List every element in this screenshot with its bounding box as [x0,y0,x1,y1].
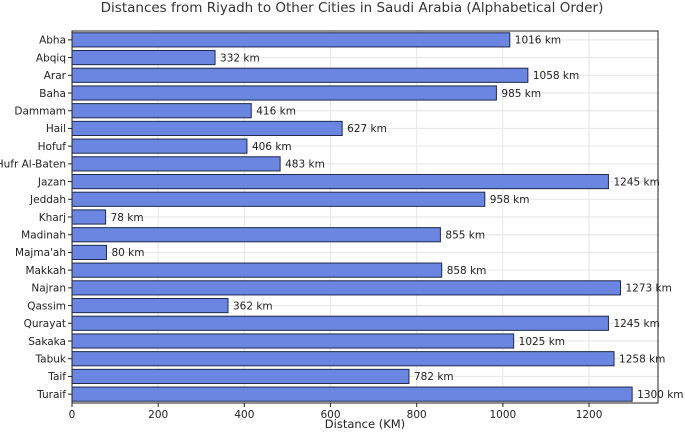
y-tick-label: Baha [39,88,66,100]
x-tick-label: 200 [148,409,168,421]
data-label: 362 km [233,300,273,312]
chart-title: Distances from Riyadh to Other Cities in… [101,0,604,16]
bar [71,280,622,296]
data-label: 958 km [490,194,530,206]
bar [71,262,443,278]
y-tick-label: Taif [47,371,66,383]
data-label: 78 km [111,212,144,224]
bar [71,333,515,349]
data-label: 332 km [220,52,260,64]
y-tick-label: Majma'ah [15,247,66,259]
bar [71,315,609,331]
y-tick-label: Abqiq [36,52,66,64]
bar [71,227,441,243]
y-tick-label: Madinah [21,230,66,242]
y-tick-label: Najran [31,283,66,295]
x-tick-label: 1200 [576,409,603,421]
y-tick-label: Qurayat [24,318,66,330]
data-label: 416 km [256,106,296,118]
bar [71,386,633,402]
data-label: 855 km [445,230,485,242]
data-label: 1245 km [613,176,659,188]
data-label: 1025 km [519,336,565,348]
bar [71,32,511,48]
y-tick-label: Hufr Al-Baten [0,159,66,171]
data-label: 627 km [347,123,387,135]
bar [71,156,281,172]
y-tick-label: Hofuf [38,141,67,153]
x-tick-label: 0 [69,409,76,421]
y-axis-categories: Abha Abqiq Arar Baha Dammam Hail Hofuf Hufr Al-… [0,35,72,401]
data-label: 1245 km [613,318,659,330]
bar [71,368,410,385]
data-label: 1258 km [619,354,665,366]
data-labels: 1016 km 332 km 1058 km 985 km 416 km 627 km 40… [111,35,684,401]
y-tick-label: Dammam [14,106,66,118]
x-axis-label: Distance (KM) [325,417,405,431]
y-tick-label: Kharj [39,212,66,224]
x-axis-ticks: 0 200 400 600 800 1000 1200 [69,403,603,421]
data-label: 1300 km [637,389,683,401]
y-tick-label: Jeddah [29,194,66,206]
x-tick-label: 600 [321,409,341,421]
y-tick-label: Arar [44,70,67,82]
x-tick-label: 1000 [490,409,517,421]
data-label: 483 km [285,159,325,171]
bar [71,244,107,261]
bar [71,297,229,314]
y-tick-label: Tabuk [34,354,66,366]
bar [71,85,497,101]
y-tick-label: Jazan [37,176,66,188]
data-label: 1058 km [533,70,579,82]
bar [71,351,615,367]
bar [71,138,248,154]
y-tick-label: Qassim [27,300,66,312]
y-tick-label: Abha [39,35,66,47]
data-label: 985 km [501,88,541,100]
bar [71,49,216,66]
x-tick-label: 800 [407,409,427,421]
y-tick-label: Hail [46,123,66,135]
plot-frame [71,30,659,404]
bar [71,173,609,190]
data-label: 782 km [414,371,454,383]
bar [71,103,252,119]
y-tick-label: Makkah [25,265,66,277]
data-label: 1016 km [515,35,561,47]
data-label: 80 km [111,247,144,259]
data-label: 1273 km [626,283,672,295]
x-tick-label: 400 [234,409,254,421]
bar [71,67,529,83]
bar [71,120,343,137]
bar [71,191,486,207]
data-label: 406 km [252,141,292,153]
data-label: 858 km [447,265,487,277]
y-tick-label: Sakaka [28,336,66,348]
bar [71,209,107,225]
y-tick-label: Turaif [36,389,66,401]
bars [71,32,633,402]
